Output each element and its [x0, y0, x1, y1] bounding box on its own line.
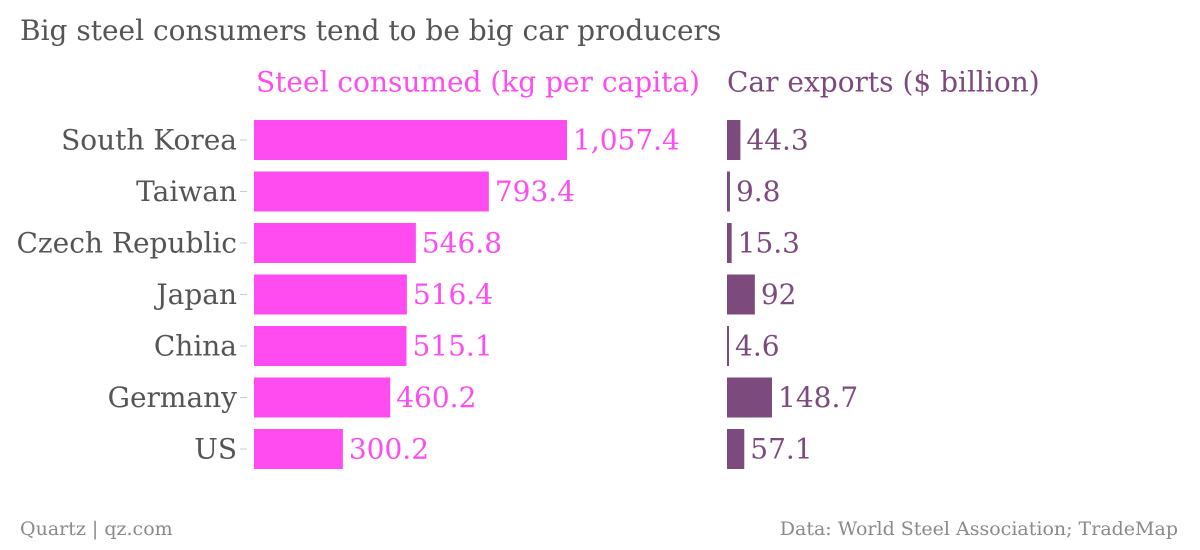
- steel-value-label: 546.8: [422, 227, 502, 260]
- category-label: Germany: [108, 381, 238, 414]
- steel-bar: [254, 171, 489, 212]
- steel-bar: [254, 274, 407, 315]
- category-label: South Korea: [61, 124, 237, 157]
- cars-value-label: 57.1: [750, 433, 812, 466]
- steel-bar: [254, 326, 407, 366]
- bar-charts: South Korea Taiwan Czech Republic Japan Chin…: [17, 66, 1040, 469]
- steel-bar: [254, 223, 416, 263]
- steel-bar: [254, 429, 343, 469]
- cars-value-label: 4.6: [735, 330, 780, 363]
- cars-bar: [727, 326, 729, 366]
- cars-bar: [727, 429, 745, 469]
- category-label: US: [194, 433, 237, 466]
- category-label: Taiwan: [136, 175, 237, 208]
- cars-value-label: 92: [761, 278, 797, 311]
- cars-bar: [727, 171, 730, 212]
- category-label: Czech Republic: [17, 227, 238, 260]
- steel-value-label: 1,057.4: [573, 124, 680, 157]
- data-source: Data: World Steel Association; TradeMap: [779, 518, 1178, 540]
- cars-bar: [727, 223, 732, 263]
- cars-value-label: 9.8: [736, 175, 781, 208]
- cars-bar: [727, 120, 741, 160]
- cars-value-label: 148.7: [778, 381, 858, 414]
- steel-value-label: 460.2: [396, 381, 476, 414]
- steel-panel-title: Steel consumed (kg per capita): [256, 66, 700, 99]
- cars-bar: [727, 274, 755, 315]
- cars-value-label: 15.3: [738, 227, 800, 260]
- publisher-credit: Quartz | qz.com: [20, 518, 173, 540]
- cars-value-label: 44.3: [746, 124, 808, 157]
- steel-value-label: 516.4: [413, 278, 493, 311]
- category-label: China: [154, 330, 237, 363]
- cars-bar: [727, 377, 772, 418]
- steel-value-label: 515.1: [412, 330, 492, 363]
- steel-bar: [254, 120, 567, 160]
- cars-panel-title: Car exports ($ billion): [727, 66, 1040, 99]
- chart-title: Big steel consumers tend to be big car p…: [20, 14, 722, 47]
- steel-value-label: 793.4: [495, 175, 575, 208]
- steel-value-label: 300.2: [349, 433, 429, 466]
- steel-bar: [254, 377, 391, 418]
- category-label: Japan: [153, 278, 237, 311]
